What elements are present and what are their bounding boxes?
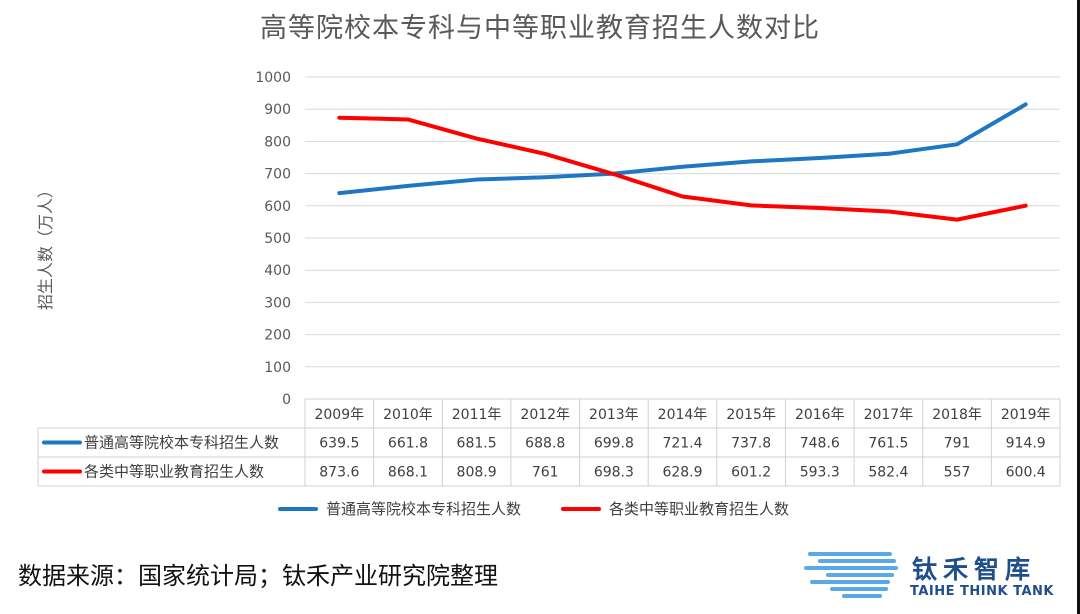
x-tick-label: 2016年 [795,407,845,423]
table-value: 557 [944,465,971,481]
x-tick-label: 2015年 [726,407,776,423]
logo: 钛禾智库 TAIHE THINK TANK [800,544,1070,606]
table-value: 808.9 [457,465,497,481]
table-value: 699.8 [594,436,634,452]
table-value: 791 [944,436,971,452]
table-value: 582.4 [868,465,908,481]
y-tick-label: 500 [264,231,291,247]
x-tick-label: 2013年 [589,407,639,423]
table-value: 661.8 [388,436,428,452]
right-border [1077,0,1080,614]
legend-label: 各类中等职业教育招生人数 [609,500,790,518]
legend-swatch [278,506,318,511]
table-value: 681.5 [457,436,497,452]
table-value: 868.1 [388,465,428,481]
y-tick-label: 100 [264,360,291,376]
x-tick-label: 2017年 [864,407,914,423]
legend: 普通高等院校本专科招生人数 各类中等职业教育招生人数 [278,498,789,519]
x-tick-label: 2019年 [1001,407,1051,423]
table-value: 748.6 [800,436,840,452]
y-tick-label: 0 [282,392,291,408]
legend-swatch [561,506,602,511]
y-tick-label: 600 [264,199,291,215]
logo-name-cn: 钛禾智库 [912,555,1037,584]
legend-item: 普通高等院校本专科招生人数 [278,498,521,519]
x-tick-label: 2010年 [383,407,433,423]
table-value: 761.5 [868,436,908,452]
chart-title: 高等院校本专科与中等职业教育招生人数对比 [260,13,820,44]
table-value: 628.9 [662,465,702,481]
logo-name-en: TAIHE THINK TANK [910,584,1054,599]
x-tick-label: 2018年 [932,407,982,423]
x-tick-label: 2014年 [658,407,708,423]
series-line [337,102,1028,196]
table-value: 761 [532,465,559,481]
y-tick-label: 300 [264,295,291,311]
table-value: 914.9 [1006,436,1046,452]
x-tick-label: 2009年 [314,407,364,423]
table-series-name: 普通高等院校本专科招生人数 [84,434,279,452]
data-source-note: 数据来源：国家统计局；钛禾产业研究院整理 [18,562,498,590]
y-tick-label: 800 [264,134,291,150]
table-series-name: 各类中等职业教育招生人数 [84,463,264,481]
y-tick-label: 200 [264,328,291,344]
table-value: 721.4 [662,436,702,452]
logo-mark-icon [804,552,898,598]
y-tick-label: 900 [264,102,291,118]
table-value: 601.2 [731,465,771,481]
legend-item: 各类中等职业教育招生人数 [561,498,789,519]
table-value: 639.5 [319,436,359,452]
x-tick-label: 2011年 [452,407,502,423]
legend-label: 普通高等院校本专科招生人数 [326,500,522,518]
table-value: 737.8 [731,436,771,452]
table-value: 593.3 [800,465,840,481]
table-value: 600.4 [1006,465,1046,481]
y-tick-label: 1000 [255,70,291,86]
table-value: 873.6 [319,465,359,481]
table-value: 688.8 [525,436,565,452]
y-tick-label: 700 [264,167,291,183]
y-tick-label: 400 [264,263,291,279]
x-tick-label: 2012年 [520,407,570,423]
table-value: 698.3 [594,465,634,481]
